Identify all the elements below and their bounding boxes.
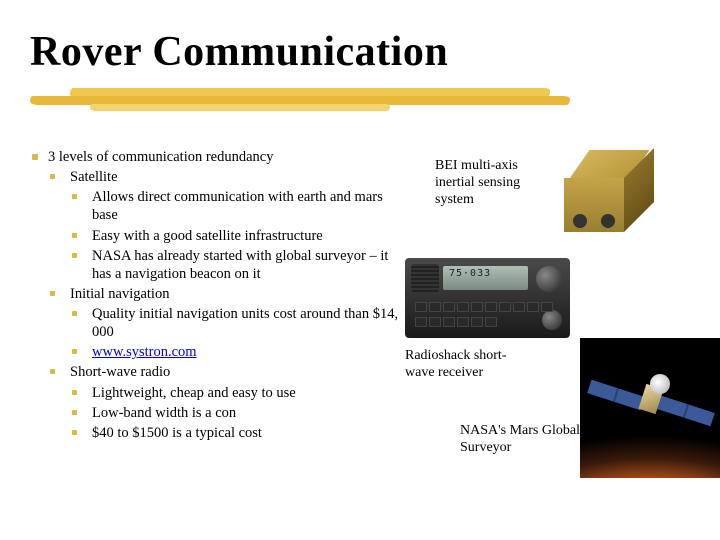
bullet-content: 3 levels of communication redundancy Sat… — [30, 148, 400, 442]
title-underline — [30, 84, 590, 120]
caption-surveyor: NASA's Mars Global Surveyor — [460, 423, 580, 457]
list-text: Satellite — [70, 169, 118, 185]
list-text: Quality initial navigation units cost ar… — [92, 306, 398, 340]
list-item: Initial navigation Quality initial navig… — [48, 285, 400, 362]
list-item: Short-wave radio Lightweight, cheap and … — [48, 363, 400, 442]
image-shortwave-receiver: 75·033 — [405, 258, 570, 338]
list-text: NASA has already started with global sur… — [92, 248, 388, 282]
slide-title: Rover Communication — [0, 0, 720, 76]
list-text: $40 to $1500 is a typical cost — [92, 425, 262, 441]
list-text: Initial navigation — [70, 286, 169, 302]
list-item: $40 to $1500 is a typical cost — [70, 424, 400, 442]
caption-receiver: Radioshack short-wave receiver — [405, 348, 535, 382]
list-item: Easy with a good satellite infrastructur… — [70, 227, 400, 245]
list-item: NASA has already started with global sur… — [70, 247, 400, 283]
list-item: 3 levels of communication redundancy Sat… — [30, 148, 400, 442]
image-mars-surveyor — [580, 338, 720, 478]
receiver-display-text: 75·033 — [449, 268, 491, 279]
list-text: Low-band width is a con — [92, 405, 236, 421]
list-item: www.systron.com — [70, 343, 400, 361]
image-sensor-cube — [565, 148, 645, 228]
list-item: Low-band width is a con — [70, 404, 400, 422]
link-systron[interactable]: www.systron.com — [92, 344, 197, 360]
list-item: Lightweight, cheap and easy to use — [70, 384, 400, 402]
list-item: Quality initial navigation units cost ar… — [70, 305, 400, 341]
list-item: Satellite Allows direct communication wi… — [48, 168, 400, 283]
list-item: Allows direct communication with earth a… — [70, 188, 400, 224]
list-text: Lightweight, cheap and easy to use — [92, 385, 296, 401]
list-text: 3 levels of communication redundancy — [48, 149, 274, 165]
list-text: Short-wave radio — [70, 364, 170, 380]
list-text: Allows direct communication with earth a… — [92, 189, 383, 223]
figures-region: BEI multi-axis inertial sensing system 7… — [405, 148, 715, 508]
caption-sensor: BEI multi-axis inertial sensing system — [435, 158, 555, 208]
list-text: Easy with a good satellite infrastructur… — [92, 228, 323, 244]
